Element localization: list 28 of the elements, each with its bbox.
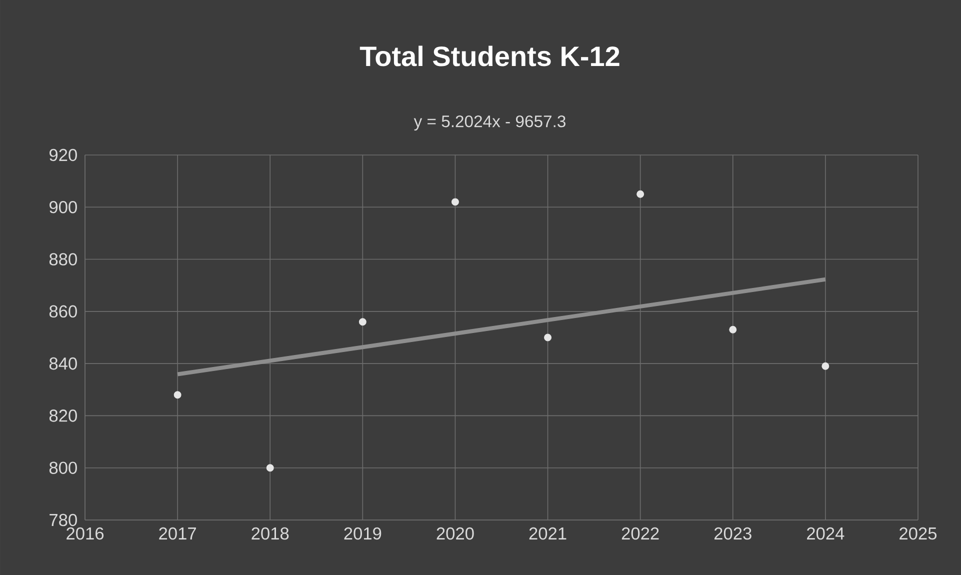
point [174,391,182,399]
point [822,362,830,370]
x-tick-label: 2025 [900,527,937,540]
x-tick-label: 2017 [159,527,196,540]
x-tick-label: 2019 [344,527,382,540]
point [729,326,737,334]
x-tick-label: 2018 [252,527,289,540]
y-tick-label: 820 [49,410,77,422]
y-tick-label: 780 [50,514,77,526]
y-tick-label: 920 [50,148,77,162]
x-tick-label: 2021 [529,527,566,540]
x-tick-label: 2020 [436,527,474,540]
x-tick-label: 2024 [807,527,844,540]
point [266,464,274,472]
point [451,198,459,206]
chart-title: Total Students K-12 [360,46,620,66]
y-tick-label: 860 [49,305,77,318]
point [636,190,644,198]
text: y = 5.2024x - 9657.3 [414,115,566,131]
point [544,334,552,342]
x-tick-label: 2023 [714,527,752,540]
point [358,318,366,326]
y-tick-label: 800 [49,462,77,474]
x-tick-label: 2022 [622,527,659,540]
y-tick-label: 840 [49,357,77,370]
y-tick-label: 900 [50,200,77,214]
y-tick-label: 880 [49,253,77,266]
x-tick-label: 2016 [66,527,104,540]
